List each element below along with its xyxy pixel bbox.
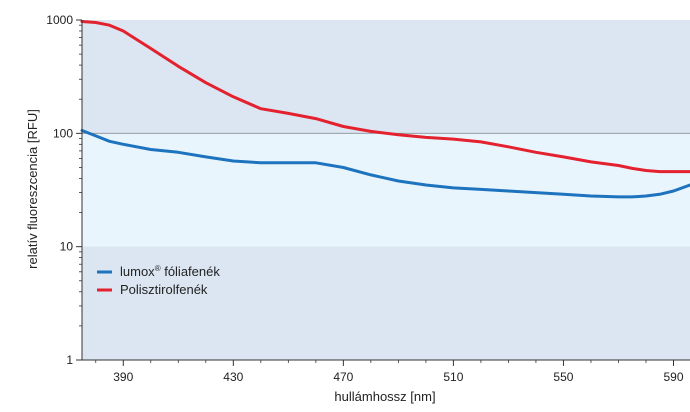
legend-label-polisztirol: Polisztirolfenék (120, 282, 208, 297)
y-tick-label-10: 10 (60, 240, 74, 254)
x-tick-label-510: 510 (443, 370, 463, 384)
y-axis-title: relatív fluoreszcencia [RFU] (25, 109, 40, 269)
series-line-1 (80, 20, 690, 174)
legend: lumox® fóliafenék Polisztirolfenék (97, 264, 220, 297)
axes: 1 10 100 1000 390 430 470 510 550 590 (46, 13, 690, 384)
series-line-0 (80, 129, 690, 199)
x-tick-label-550: 550 (553, 370, 573, 384)
x-tick-label-390: 390 (113, 370, 133, 384)
legend-label-lumox: lumox® fóliafenék (120, 264, 220, 279)
series-lines (80, 20, 690, 199)
x-tick-label-430: 430 (223, 370, 243, 384)
y-tick-label-1: 1 (66, 353, 73, 367)
x-axis-title: hullámhossz [nm] (334, 389, 435, 404)
x-tick-label-590: 590 (663, 370, 683, 384)
plot-background (82, 20, 690, 360)
x-tick-label-470: 470 (333, 370, 353, 384)
y-tick-label-100: 100 (53, 126, 73, 140)
y-tick-label-1000: 1000 (46, 13, 73, 27)
